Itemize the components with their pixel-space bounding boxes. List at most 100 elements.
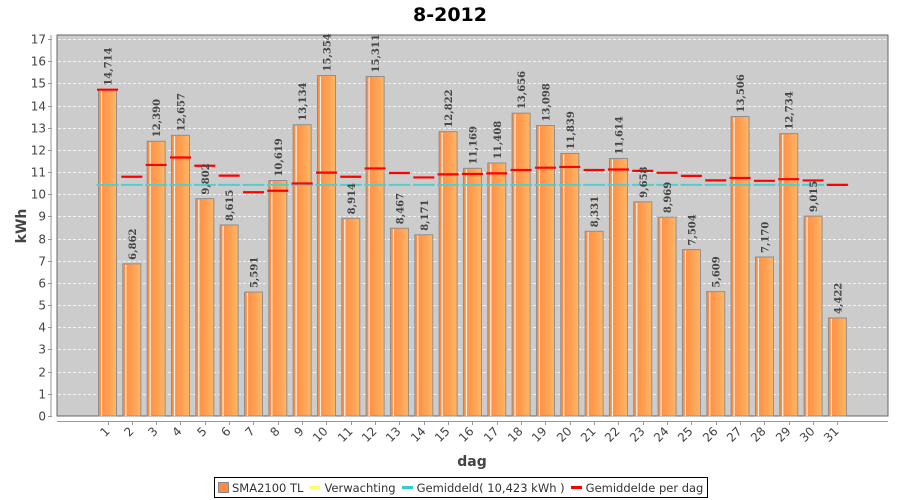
data-label: 7,504 bbox=[687, 214, 698, 245]
legend-label: Gemiddeld( 10,423 kWh ) bbox=[416, 480, 565, 495]
x-axis: 1 2 3 4 5 6 7 8 9 10 11 12 13 14 15 16 17 18 19 20 21 22 23 24 2… bbox=[57, 421, 888, 445]
bar bbox=[803, 215, 823, 417]
data-label: 15,354 bbox=[322, 33, 333, 71]
y-tick-label: 1 bbox=[38, 388, 46, 402]
y-tick-label: 11 bbox=[31, 166, 46, 180]
x-tick-label: 16 bbox=[456, 424, 477, 445]
bar bbox=[219, 224, 239, 417]
y-tick-label: 14 bbox=[31, 100, 46, 114]
data-label: 8,969 bbox=[663, 182, 674, 213]
x-tick-label: 2 bbox=[121, 424, 136, 439]
y-tick-label: 16 bbox=[31, 55, 46, 69]
x-tick-label: 3 bbox=[145, 424, 160, 439]
y-tick-label: 6 bbox=[38, 277, 46, 291]
bar bbox=[535, 125, 555, 417]
data-label: 12,390 bbox=[152, 99, 163, 137]
data-label: 10,619 bbox=[274, 138, 285, 176]
data-label: 8,467 bbox=[395, 193, 406, 224]
x-tick-label: 5 bbox=[194, 424, 209, 439]
bar bbox=[316, 75, 336, 417]
data-label: 8,331 bbox=[590, 196, 601, 227]
legend-swatch-bar bbox=[218, 482, 229, 493]
x-tick-label: 27 bbox=[724, 424, 745, 445]
bar bbox=[170, 134, 190, 417]
y-tick-label: 0 bbox=[38, 410, 46, 424]
x-tick-label: 9 bbox=[291, 424, 306, 439]
y-tick-label: 9 bbox=[38, 210, 46, 224]
bar bbox=[754, 256, 774, 417]
bar bbox=[511, 112, 531, 417]
data-label: 11,614 bbox=[614, 116, 625, 154]
bar bbox=[608, 157, 628, 417]
data-label: 12,734 bbox=[785, 91, 796, 129]
data-label: 9,015 bbox=[809, 181, 820, 212]
x-tick-label: 23 bbox=[627, 424, 648, 445]
y-tick-label: 17 bbox=[31, 33, 46, 47]
x-tick-label: 29 bbox=[773, 424, 794, 445]
bar bbox=[827, 317, 847, 417]
y-tick-label: 10 bbox=[31, 188, 46, 202]
x-tick-label: 25 bbox=[675, 424, 696, 445]
bar bbox=[414, 234, 434, 417]
bar bbox=[365, 75, 385, 417]
x-tick-label: 1 bbox=[97, 424, 112, 439]
x-tick-label: 19 bbox=[529, 424, 550, 445]
chart-title: 8-2012 bbox=[413, 4, 487, 26]
x-tick-label: 21 bbox=[578, 424, 599, 445]
data-label: 14,714 bbox=[104, 47, 115, 85]
y-tick-label: 5 bbox=[38, 299, 46, 313]
bar bbox=[195, 198, 215, 417]
data-label: 12,822 bbox=[444, 89, 455, 127]
data-label: 13,098 bbox=[541, 83, 552, 121]
bar bbox=[657, 216, 677, 417]
bar bbox=[584, 230, 604, 417]
legend: SMA2100 TL Verwachting Gemiddeld( 10,423… bbox=[214, 477, 709, 498]
data-label: 8,914 bbox=[347, 183, 358, 214]
x-tick-label: 10 bbox=[310, 424, 331, 445]
x-tick-label: 28 bbox=[748, 424, 769, 445]
data-label: 11,839 bbox=[566, 111, 577, 149]
x-tick-label: 15 bbox=[432, 424, 453, 445]
y-tick-label: 13 bbox=[31, 122, 46, 136]
x-tick-label: 24 bbox=[651, 424, 672, 445]
bar bbox=[730, 115, 750, 417]
data-label: 9,802 bbox=[201, 163, 212, 194]
legend-swatch-line bbox=[309, 486, 321, 489]
bar bbox=[268, 180, 288, 417]
bar bbox=[633, 201, 653, 417]
y-tick-label: 7 bbox=[38, 255, 46, 269]
y-tick-label: 12 bbox=[31, 144, 46, 158]
y-tick-label: 3 bbox=[38, 343, 46, 357]
bar bbox=[122, 263, 142, 417]
x-tick-label: 30 bbox=[797, 424, 818, 445]
x-axis-label: dag bbox=[457, 454, 487, 470]
legend-swatch-line bbox=[401, 486, 413, 489]
x-tick-label: 8 bbox=[267, 424, 282, 439]
bar bbox=[706, 291, 726, 417]
legend-label: Verwachting bbox=[324, 480, 396, 495]
x-tick-label: 26 bbox=[700, 424, 721, 445]
bar bbox=[681, 249, 701, 417]
data-label: 13,134 bbox=[298, 82, 309, 120]
x-tick-label: 13 bbox=[383, 424, 404, 445]
data-label: 8,615 bbox=[225, 190, 236, 221]
legend-item-sma2100: SMA2100 TL bbox=[218, 481, 303, 495]
bar bbox=[389, 227, 409, 417]
legend-item-gemiddeld: Gemiddeld( 10,423 kWh ) bbox=[401, 480, 565, 495]
x-tick-label: 14 bbox=[408, 424, 429, 445]
x-tick-label: 12 bbox=[359, 424, 380, 445]
data-label: 7,170 bbox=[760, 222, 771, 253]
data-label: 4,422 bbox=[833, 283, 844, 314]
x-tick-label: 31 bbox=[821, 424, 842, 445]
data-labels: 14,714 6,862 12,390 12,657 9,802 8,615 5,591 10… bbox=[104, 33, 845, 314]
data-label: 13,656 bbox=[517, 71, 528, 109]
legend-item-gemiddelde-per-dag: Gemiddelde per dag bbox=[570, 481, 703, 495]
bar bbox=[779, 133, 799, 417]
data-label: 13,506 bbox=[736, 74, 747, 112]
x-tick-label: 7 bbox=[242, 424, 257, 439]
data-label: 8,171 bbox=[420, 199, 431, 230]
y-tick-label: 15 bbox=[31, 77, 46, 91]
bar bbox=[146, 140, 166, 417]
data-label: 5,609 bbox=[712, 256, 723, 287]
